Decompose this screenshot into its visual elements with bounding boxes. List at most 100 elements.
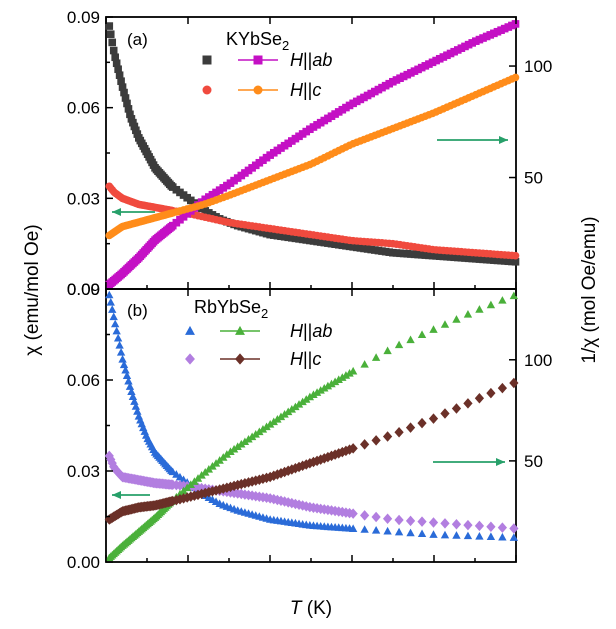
data-point (124, 105, 133, 113)
data-point (280, 410, 289, 418)
series-3 (104, 377, 519, 525)
y-left-tick-label: 0.09 (67, 8, 100, 27)
panel-b-ticks: 0.00 0.03 0.06 0.09 50 100 (67, 280, 552, 572)
data-point (428, 413, 439, 424)
data-point (511, 257, 520, 266)
series-3 (105, 73, 520, 240)
data-point (127, 115, 136, 123)
data-point (463, 398, 473, 409)
data-point (509, 377, 519, 389)
x-axis-label: T (K) (290, 598, 332, 619)
data-point (341, 371, 351, 379)
panel-a-label: (a) (127, 30, 148, 49)
data-point (115, 340, 124, 349)
data-point (474, 520, 485, 532)
data-point (360, 525, 369, 533)
panel-a: (a) KYbSe2 H||ab H||c 0.00 0.03 0.06 0.09 50 1… (67, 8, 552, 299)
y-right-tick-label: 50 (524, 169, 543, 188)
data-point (301, 459, 311, 470)
legend-label: H||c (290, 349, 321, 369)
data-point (440, 518, 450, 529)
axis-arrowhead (496, 458, 505, 466)
data-point (116, 348, 126, 356)
data-point (112, 326, 121, 335)
data-point (509, 523, 519, 534)
y-left-tick-label: 0.06 (67, 371, 100, 390)
data-point (405, 515, 416, 527)
data-point (509, 291, 519, 300)
data-point (417, 330, 427, 338)
data-point (440, 408, 450, 419)
data-point (305, 392, 315, 401)
data-point (118, 355, 127, 363)
data-point (287, 405, 296, 413)
legend-label: H||c (290, 80, 321, 100)
data-point (130, 122, 139, 131)
data-point (108, 305, 117, 313)
data-point (383, 346, 392, 355)
data-point (360, 439, 370, 450)
data-point (511, 73, 520, 82)
data-point (394, 340, 404, 349)
data-point (498, 296, 507, 304)
data-point (113, 333, 123, 342)
data-point (497, 522, 508, 533)
data-point (118, 83, 127, 91)
data-point (486, 521, 496, 533)
y-right-axis-label: 1/χ (mol Oe/emu) (579, 216, 600, 363)
data-point (294, 400, 304, 408)
data-point (298, 397, 307, 406)
data-point (106, 30, 115, 39)
y-right-tick-label: 100 (524, 57, 552, 76)
data-point (360, 360, 369, 368)
data-point (132, 126, 140, 135)
data-point (334, 375, 343, 384)
data-point (104, 450, 114, 462)
data-point (133, 130, 142, 138)
legend-marker (235, 325, 245, 335)
series-1 (105, 182, 520, 260)
data-point (348, 366, 358, 375)
y-left-tick-label: 0.03 (67, 462, 100, 481)
data-point (130, 397, 139, 405)
data-point (312, 388, 322, 396)
panel-b: (b) RbYbSe2 H||ab H||c 0.00 0.03 0.06 0.09 50… (67, 280, 552, 572)
data-point (429, 530, 438, 538)
data-point (128, 392, 138, 400)
data-point (452, 315, 461, 323)
y-left-tick-label: 0.09 (67, 280, 100, 299)
data-point (111, 319, 120, 328)
data-point (273, 415, 282, 423)
data-point (440, 320, 450, 328)
data-point (451, 518, 462, 530)
data-point (383, 526, 392, 535)
data-point (133, 407, 142, 415)
data-point (124, 376, 133, 385)
data-point (129, 118, 137, 127)
data-point (255, 427, 264, 436)
axis-arrowhead (112, 491, 121, 499)
panel-a-arrows (112, 136, 508, 216)
data-point (405, 422, 416, 433)
data-point (486, 387, 496, 399)
data-point (348, 524, 358, 532)
panel-b-label: (b) (127, 301, 148, 320)
data-point (121, 94, 130, 102)
data-point (463, 310, 473, 318)
data-point (108, 38, 117, 47)
y-left-tick-label: 0.03 (67, 189, 100, 208)
data-point (345, 368, 354, 377)
data-point (269, 417, 278, 426)
data-point (406, 528, 415, 537)
data-point (302, 395, 311, 403)
data-point (323, 381, 333, 390)
legend-label: H||ab (290, 50, 332, 70)
y-right-tick-label: 50 (524, 452, 543, 471)
series-2 (105, 291, 519, 562)
data-point (121, 365, 130, 374)
data-point (240, 437, 250, 446)
data-point (371, 511, 381, 523)
series-0 (105, 290, 519, 541)
data-point (417, 417, 427, 429)
